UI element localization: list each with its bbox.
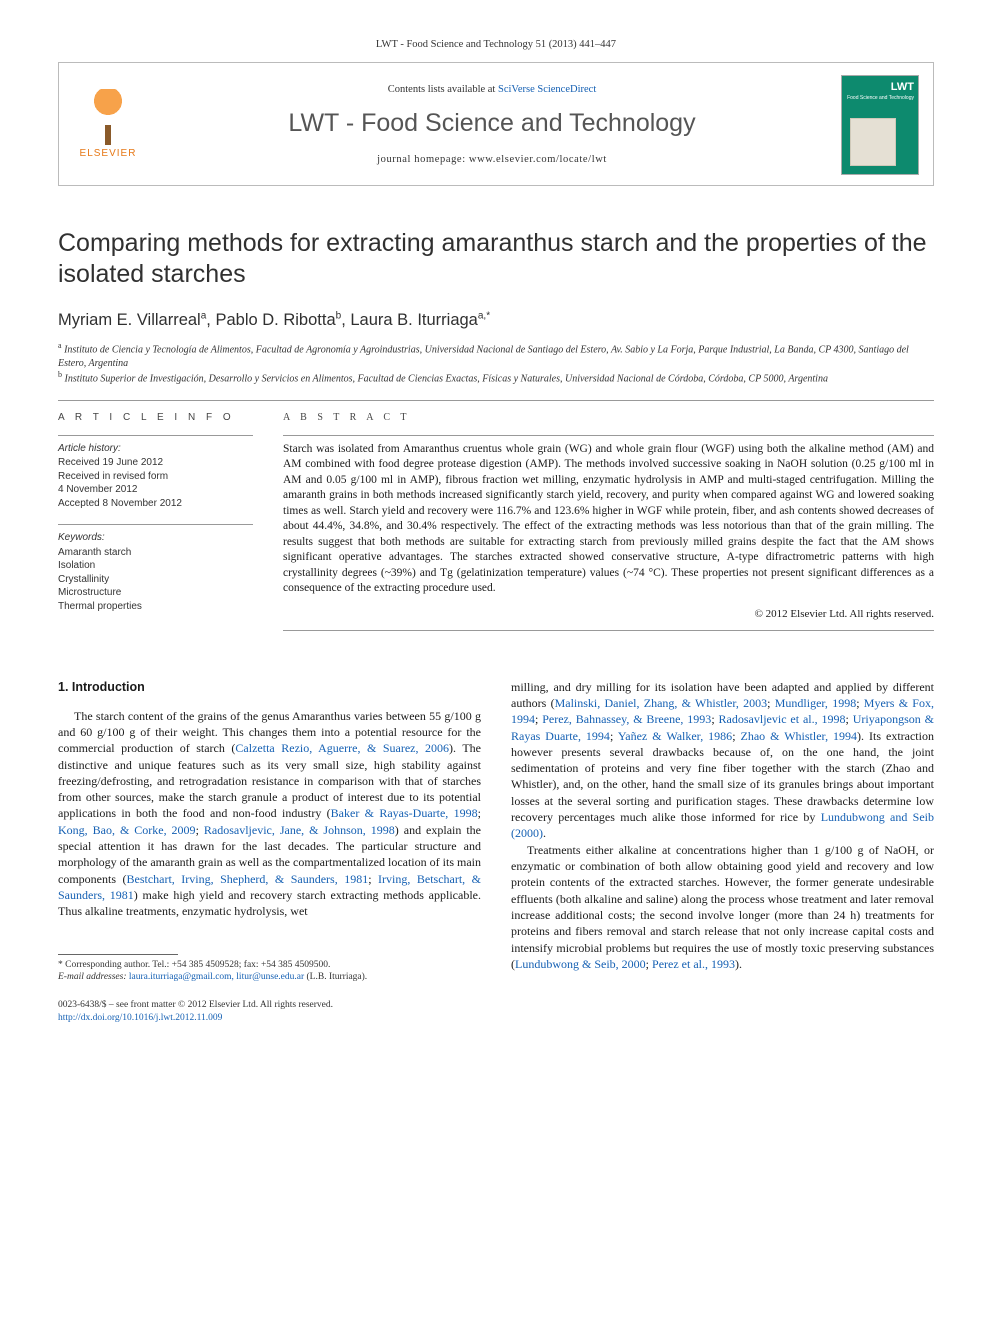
- affil-b-mark: b: [58, 370, 62, 379]
- citation-link[interactable]: Lundubwong & Seib, 2000: [515, 957, 646, 971]
- author-2-mark: b: [336, 310, 342, 321]
- section-1-heading: 1. Introduction: [58, 679, 481, 696]
- email-label: E-mail addresses:: [58, 972, 127, 982]
- sciencedirect-link[interactable]: SciVerse ScienceDirect: [498, 84, 596, 95]
- citation-link[interactable]: Calzetta Rezio, Aguerre, & Suarez, 2006: [235, 741, 449, 755]
- affiliations: a Instituto de Ciencia y Tecnología de A…: [58, 341, 934, 386]
- citation-link[interactable]: Malinski, Daniel, Zhang, & Whistler, 200…: [555, 696, 768, 710]
- email-link[interactable]: laura.iturriaga@gmail.com, litur@unse.ed…: [129, 972, 304, 982]
- author-1: Myriam E. Villarreal: [58, 311, 201, 329]
- keywords-block: Keywords: Amaranth starch Isolation Crys…: [58, 531, 253, 613]
- abstract-copyright: © 2012 Elsevier Ltd. All rights reserved…: [283, 607, 934, 622]
- affil-b: b Instituto Superior de Investigación, D…: [58, 370, 934, 386]
- keyword-2: Crystallinity: [58, 573, 253, 587]
- affil-a: a Instituto de Ciencia y Tecnología de A…: [58, 341, 934, 370]
- email-line: E-mail addresses: laura.iturriaga@gmail.…: [58, 971, 481, 983]
- abstract-heading: A B S T R A C T: [283, 411, 934, 425]
- corresponding-author: * Corresponding author. Tel.: +54 385 45…: [58, 959, 481, 971]
- masthead-center: Contents lists available at SciVerse Sci…: [159, 83, 825, 167]
- journal-name: LWT - Food Science and Technology: [159, 107, 825, 141]
- author-2: Pablo D. Ribotta: [215, 311, 335, 329]
- citation-link[interactable]: Kong, Bao, & Corke, 2009: [58, 823, 196, 837]
- abstract-col: A B S T R A C T Starch was isolated from…: [283, 411, 934, 631]
- rule-info-2: [58, 524, 253, 525]
- elsevier-logo: ELSEVIER: [73, 85, 143, 165]
- body-col-right: milling, and dry milling for its isolati…: [511, 679, 934, 1024]
- cover-short: LWT: [842, 76, 918, 95]
- history-label: Article history:: [58, 442, 253, 456]
- contents-prefix: Contents lists available at: [388, 84, 498, 95]
- journal-cover-thumb: LWT Food Science and Technology: [841, 75, 919, 175]
- affil-a-text: Instituto de Ciencia y Tecnología de Ali…: [58, 344, 909, 369]
- citation-link[interactable]: Radosavljevic, Jane, & Johnson, 1998: [204, 823, 395, 837]
- authors-line: Myriam E. Villarreala, Pablo D. Ribottab…: [58, 309, 934, 331]
- elsevier-tree-icon: [80, 89, 136, 145]
- author-1-mark: a: [201, 310, 207, 321]
- footnote-rule: [58, 954, 178, 955]
- intro-para-right-2: Treatments either alkaline at concentrat…: [511, 842, 934, 973]
- abstract-text: Starch was isolated from Amaranthus crue…: [283, 442, 934, 597]
- keyword-3: Microstructure: [58, 586, 253, 600]
- affil-a-mark: a: [58, 341, 62, 350]
- history-line-3: Accepted 8 November 2012: [58, 497, 253, 511]
- citation-link[interactable]: Yañez & Walker, 1986: [618, 729, 732, 743]
- citation-link[interactable]: Zhao & Whistler, 1994: [741, 729, 858, 743]
- keyword-1: Isolation: [58, 559, 253, 573]
- contents-line: Contents lists available at SciVerse Sci…: [159, 83, 825, 97]
- body-col-left: 1. Introduction The starch content of th…: [58, 679, 481, 1024]
- doi-link[interactable]: http://dx.doi.org/10.1016/j.lwt.2012.11.…: [58, 1013, 222, 1023]
- citation-link[interactable]: Perez et al., 1993: [652, 957, 735, 971]
- article-title: Comparing methods for extracting amarant…: [58, 228, 934, 291]
- journal-homepage: journal homepage: www.elsevier.com/locat…: [159, 153, 825, 167]
- author-3: Laura B. Iturriaga: [350, 311, 478, 329]
- citation-link[interactable]: Lundubwong and Seib (2000): [511, 810, 934, 840]
- history-line-2: 4 November 2012: [58, 483, 253, 497]
- keyword-0: Amaranth starch: [58, 546, 253, 560]
- title-block: Comparing methods for extracting amarant…: [58, 228, 934, 386]
- keywords-label: Keywords:: [58, 531, 253, 545]
- rule-abs-2: [283, 630, 934, 631]
- citation-link[interactable]: Radosavljevic et al., 1998: [719, 712, 846, 726]
- rule-abs-1: [283, 435, 934, 436]
- email-suffix: (L.B. Iturriaga).: [307, 972, 368, 982]
- citation-link[interactable]: Mundliger, 1998: [775, 696, 856, 710]
- cover-sub: Food Science and Technology: [842, 95, 918, 102]
- article-info-col: A R T I C L E I N F O Article history: R…: [58, 411, 253, 631]
- rule-above-info: [58, 400, 934, 401]
- citation-link[interactable]: Perez, Bahnassey, & Breene, 1993: [542, 712, 711, 726]
- intro-para-right-1: milling, and dry milling for its isolati…: [511, 679, 934, 842]
- header-citation: LWT - Food Science and Technology 51 (20…: [58, 38, 934, 52]
- rule-info-1: [58, 435, 253, 436]
- citation-link[interactable]: Baker & Rayas-Duarte, 1998: [331, 806, 478, 820]
- history-block: Article history: Received 19 June 2012 R…: [58, 442, 253, 511]
- elsevier-wordmark: ELSEVIER: [80, 147, 137, 161]
- keyword-4: Thermal properties: [58, 600, 253, 614]
- page-root: LWT - Food Science and Technology 51 (20…: [0, 0, 992, 1064]
- intro-para-left: The starch content of the grains of the …: [58, 708, 481, 920]
- history-line-1: Received in revised form: [58, 470, 253, 484]
- affil-b-text: Instituto Superior de Investigación, Des…: [65, 374, 828, 385]
- info-abstract-row: A R T I C L E I N F O Article history: R…: [58, 411, 934, 631]
- citation-link[interactable]: Bestchart, Irving, Shepherd, & Saunders,…: [126, 872, 368, 886]
- bottom-meta: 0023-6438/$ – see front matter © 2012 El…: [58, 999, 481, 1024]
- body-columns: 1. Introduction The starch content of th…: [58, 679, 934, 1024]
- history-line-0: Received 19 June 2012: [58, 456, 253, 470]
- cover-image-placeholder: [850, 118, 896, 166]
- masthead-inner: ELSEVIER Contents lists available at Sci…: [73, 75, 919, 175]
- article-info-heading: A R T I C L E I N F O: [58, 411, 253, 425]
- footnotes: * Corresponding author. Tel.: +54 385 45…: [58, 954, 481, 984]
- issn-line: 0023-6438/$ – see front matter © 2012 El…: [58, 999, 481, 1011]
- masthead: ELSEVIER Contents lists available at Sci…: [58, 62, 934, 186]
- author-3-mark: a,*: [478, 310, 490, 321]
